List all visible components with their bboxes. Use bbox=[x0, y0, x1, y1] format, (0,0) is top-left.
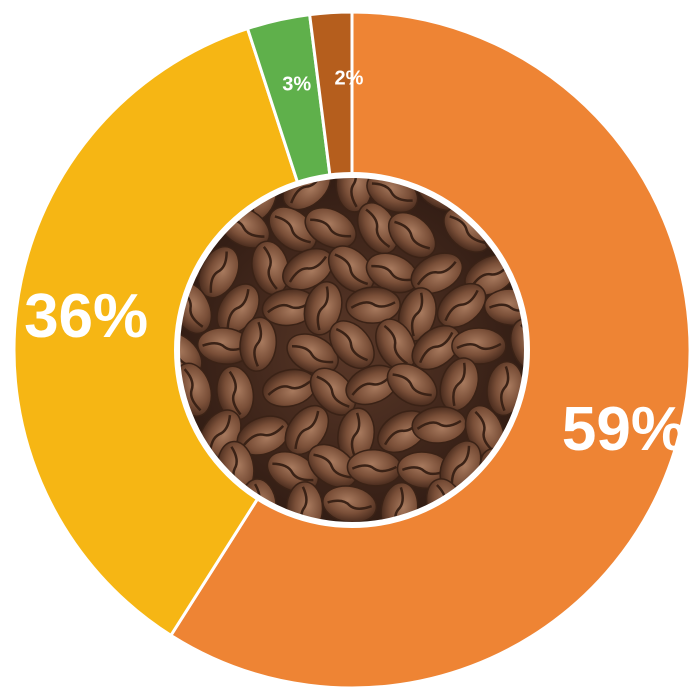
slice-label-2-percent: 2% bbox=[334, 68, 363, 90]
center-ring bbox=[174, 172, 530, 528]
slice-label-59-percent: 59% bbox=[562, 395, 686, 464]
slice-label-36-percent: 36% bbox=[24, 282, 148, 351]
slice-labels: 59% 36% 3% 2% bbox=[24, 68, 686, 465]
slice-label-3-percent: 3% bbox=[282, 74, 311, 96]
